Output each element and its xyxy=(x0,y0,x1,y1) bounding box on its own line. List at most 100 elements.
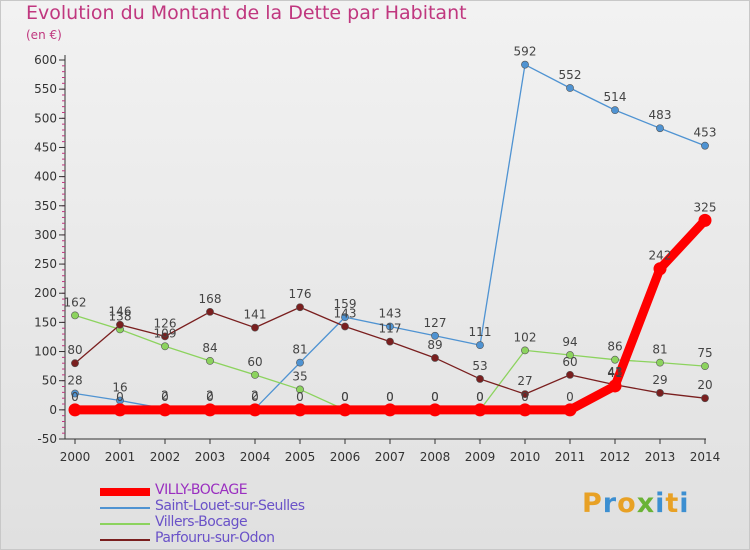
data-label: 242 xyxy=(649,249,672,263)
data-label: 94 xyxy=(562,335,577,349)
legend-swatch xyxy=(100,539,150,541)
data-point xyxy=(386,322,394,331)
data-point xyxy=(296,303,304,312)
y-tick-label: 50 xyxy=(42,374,57,388)
data-label: 109 xyxy=(154,326,177,340)
data-label: 159 xyxy=(334,297,357,311)
data-label: 325 xyxy=(694,200,717,214)
data-label: 41 xyxy=(607,366,622,380)
logo-letter: o xyxy=(617,488,637,519)
data-label: 2 xyxy=(161,389,169,403)
y-tick-label: 600 xyxy=(34,53,57,67)
data-point xyxy=(701,141,709,150)
data-label: 0 xyxy=(116,390,124,404)
data-label: 0 xyxy=(341,390,349,404)
legend-label: Saint-Louet-sur-Seulles xyxy=(155,498,305,514)
data-label: 102 xyxy=(514,330,537,344)
data-label: 126 xyxy=(154,316,177,330)
data-point xyxy=(248,403,262,417)
data-label: 43 xyxy=(607,365,622,379)
y-tick-label: 100 xyxy=(34,345,57,359)
legend-swatch xyxy=(100,488,150,496)
data-label: 60 xyxy=(247,355,262,369)
x-tick-label: 2002 xyxy=(150,450,181,464)
data-label: 127 xyxy=(424,316,447,330)
data-label: 111 xyxy=(469,325,492,339)
axes: -500501001502002503003504004505005506002… xyxy=(34,53,720,464)
data-label: 0 xyxy=(431,390,439,404)
data-label: 28 xyxy=(67,374,82,388)
data-point xyxy=(701,394,709,403)
data-label: 0 xyxy=(386,390,394,404)
data-point xyxy=(251,370,259,379)
legend-label: Parfouru-sur-Odon xyxy=(155,530,275,546)
data-point xyxy=(521,390,529,399)
data-label: 138 xyxy=(109,309,132,323)
x-tick-label: 2014 xyxy=(690,450,721,464)
data-point xyxy=(476,341,484,350)
data-point xyxy=(341,322,349,331)
x-tick-label: 2009 xyxy=(465,450,496,464)
chart-subtitle: (en €) xyxy=(26,28,62,42)
data-point xyxy=(521,60,529,69)
x-tick-label: 2010 xyxy=(510,450,541,464)
data-point xyxy=(383,403,397,417)
legend-label: Villers-Bocage xyxy=(155,514,248,530)
data-labels: 28 162 2 2811591431271115925525144834531621… xyxy=(64,45,717,404)
data-label: 0 xyxy=(161,390,169,404)
data-point xyxy=(566,84,574,92)
data-point xyxy=(293,403,307,417)
x-tick-label: 2008 xyxy=(420,450,451,464)
data-label: 143 xyxy=(379,306,402,320)
data-label: 75 xyxy=(697,346,712,360)
data-point xyxy=(251,323,259,332)
data-label: 80 xyxy=(67,343,82,357)
data-label: 2 xyxy=(251,389,259,403)
y-tick-label: 250 xyxy=(34,257,57,271)
legend-swatch xyxy=(100,523,150,525)
data-label: 53 xyxy=(472,359,487,373)
x-tick-label: 2006 xyxy=(330,450,361,464)
legend-swatch xyxy=(100,507,150,509)
data-point xyxy=(338,403,352,417)
data-point xyxy=(296,358,304,367)
data-point xyxy=(521,346,529,355)
data-point xyxy=(203,403,217,417)
data-label: 0 xyxy=(476,390,484,404)
data-label: 29 xyxy=(652,373,667,387)
data-point xyxy=(656,389,664,397)
data-point xyxy=(113,403,127,417)
y-tick-label: 500 xyxy=(34,111,57,125)
data-label: 483 xyxy=(649,108,672,122)
data-point xyxy=(698,213,712,227)
data-label: 0 xyxy=(476,390,484,404)
data-point xyxy=(428,403,442,417)
data-label: 0 xyxy=(521,390,529,404)
data-label: 81 xyxy=(652,343,667,357)
logo-letter: r xyxy=(602,488,618,519)
y-tick-label: 150 xyxy=(34,315,57,329)
data-label: 27 xyxy=(517,374,532,388)
y-tick-label: 200 xyxy=(34,286,57,300)
data-point xyxy=(161,342,169,351)
data-label: 592 xyxy=(514,45,537,59)
data-point xyxy=(611,355,619,364)
data-point xyxy=(68,403,82,417)
data-label: 143 xyxy=(334,306,357,320)
data-label: 81 xyxy=(292,343,307,357)
data-point xyxy=(296,385,304,394)
data-label: 0 xyxy=(71,390,79,404)
data-point xyxy=(206,307,214,316)
data-label: 0 xyxy=(431,390,439,404)
data-point xyxy=(656,358,664,367)
x-tick-label: 2012 xyxy=(600,450,631,464)
data-point xyxy=(386,337,394,346)
data-label: 0 xyxy=(341,390,349,404)
data-point xyxy=(566,351,574,359)
y-tick-label: 0 xyxy=(49,403,57,417)
data-point xyxy=(653,262,667,276)
data-label: 176 xyxy=(289,287,312,301)
proxiti-logo: Proxiti xyxy=(582,488,690,519)
